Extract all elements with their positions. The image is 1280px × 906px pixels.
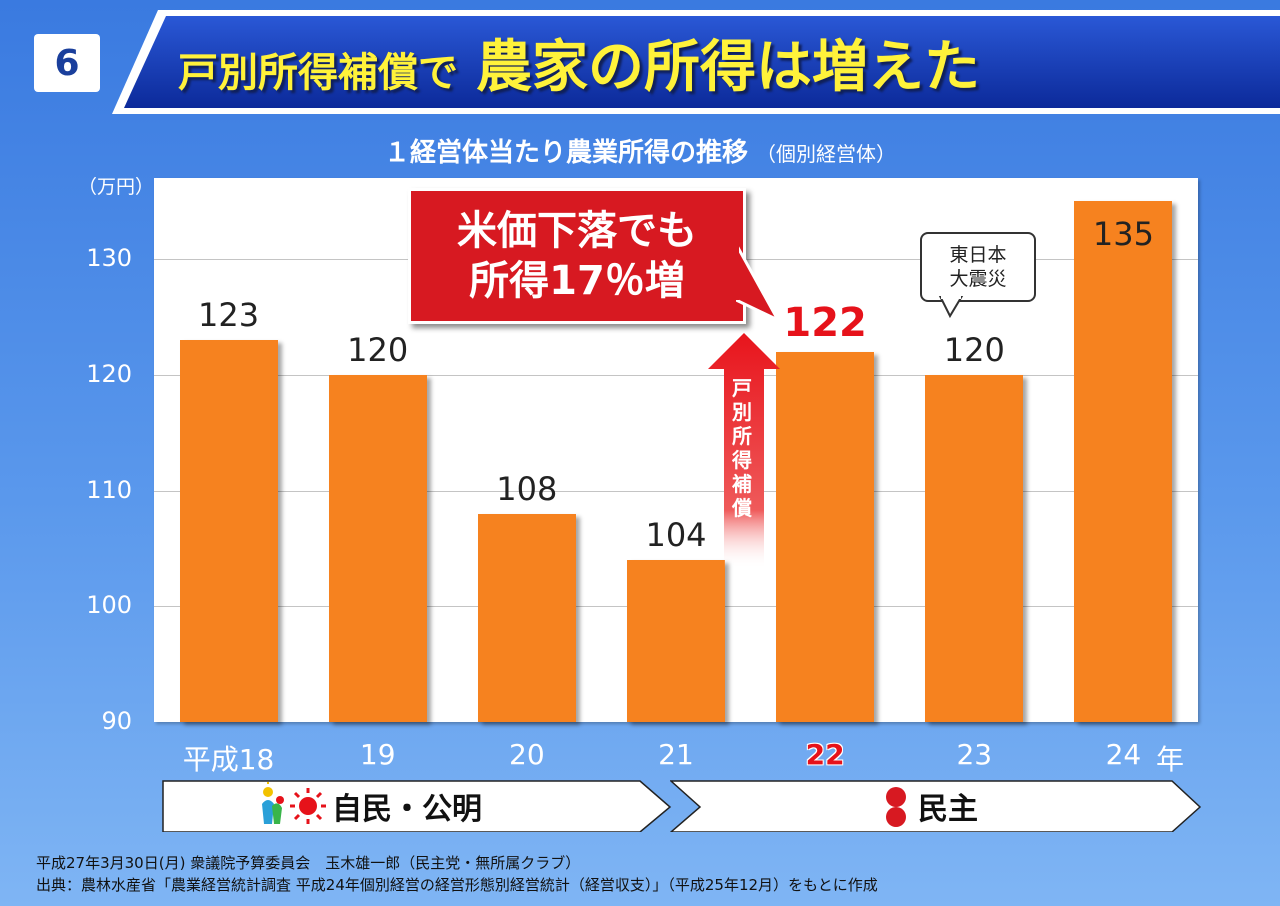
era-dpj-arrow — [670, 780, 1202, 832]
bubble-line-1: 東日本 — [949, 244, 1007, 266]
y-tick-label: 90 — [101, 707, 132, 735]
callout-box: 米価下落でも 所得17％増 — [408, 188, 746, 324]
title-part2: 農家の所得は増えた — [476, 35, 980, 100]
bubble-line-2: 大震災 — [949, 268, 1007, 290]
title-part1: 戸別所得補償で — [178, 50, 458, 96]
footer-line-1: 平成27年3月30日(月) 衆議院予算委員会 玉木雄一郎（民主党・無所属クラブ） — [36, 854, 581, 872]
data-label: 122 — [783, 299, 867, 346]
x-tick-label: 21 — [658, 738, 694, 771]
era-label-ldp-komeito: 自民・公明 — [332, 792, 482, 827]
data-label: 120 — [943, 330, 1005, 369]
slide-number: 6 — [54, 42, 80, 84]
dpj-logo-icon — [886, 787, 906, 827]
x-tick-label: 22 — [805, 738, 845, 771]
page-title: 戸別所得補償で 農家の所得は増えた — [178, 22, 980, 102]
x-tick-label: 20 — [509, 738, 545, 771]
y-tick-label: 130 — [86, 244, 132, 273]
bubble-pointer — [938, 296, 964, 319]
x-tick-label: 平成18 — [182, 743, 275, 776]
x-tick-label: 24 — [1105, 738, 1142, 771]
y-tick-label: 100 — [86, 591, 132, 620]
bar — [925, 374, 1024, 722]
subtitle-note: （個別経営体） — [756, 142, 896, 166]
era-ldp-komeito-arrow — [162, 780, 672, 832]
chart-subtitle: １経営体当たり農業所得の推移 （個別経営体） — [0, 132, 1280, 169]
y-tick-label: 110 — [86, 475, 132, 504]
ldp-komeito-logo-icon — [262, 782, 326, 824]
bar — [328, 374, 427, 722]
callout-line-1: 米価下落でも — [457, 208, 697, 254]
x-tick-label: 19 — [359, 738, 396, 771]
earthquake-bubble: 東日本 大震災 — [920, 232, 1036, 302]
footer-line-2: 出典：農林水産省「農業経営統計調査 平成24年個別経営の経営形態別経営統計（経営… — [36, 876, 878, 894]
slide-number-box: 6 — [34, 34, 100, 92]
x-axis-unit: 年 — [1156, 743, 1185, 776]
data-label: 108 — [496, 469, 558, 508]
bar — [477, 513, 576, 722]
gridline — [154, 374, 1198, 376]
arrow-label: 戸別所得補償 — [732, 376, 752, 520]
x-tick-label: 23 — [956, 738, 993, 771]
data-label: 135 — [1092, 215, 1154, 254]
bar — [1074, 201, 1173, 722]
bar — [776, 351, 875, 722]
data-label: 123 — [198, 296, 260, 335]
title-banner — [112, 10, 1280, 114]
subtitle-main: １経営体当たり農業所得の推移 — [383, 138, 748, 168]
bar — [179, 340, 278, 722]
era-label-dpj: 民主 — [918, 792, 978, 827]
y-tick-label: 120 — [86, 359, 132, 388]
callout-line-2: 所得17％増 — [469, 258, 685, 304]
data-label: 120 — [347, 330, 409, 369]
y-axis-unit: （万円） — [78, 176, 155, 198]
callout-pointer — [736, 244, 782, 324]
data-label: 104 — [645, 515, 707, 554]
up-arrow-icon — [708, 333, 780, 569]
gridline — [154, 490, 1198, 492]
bar — [627, 559, 725, 722]
